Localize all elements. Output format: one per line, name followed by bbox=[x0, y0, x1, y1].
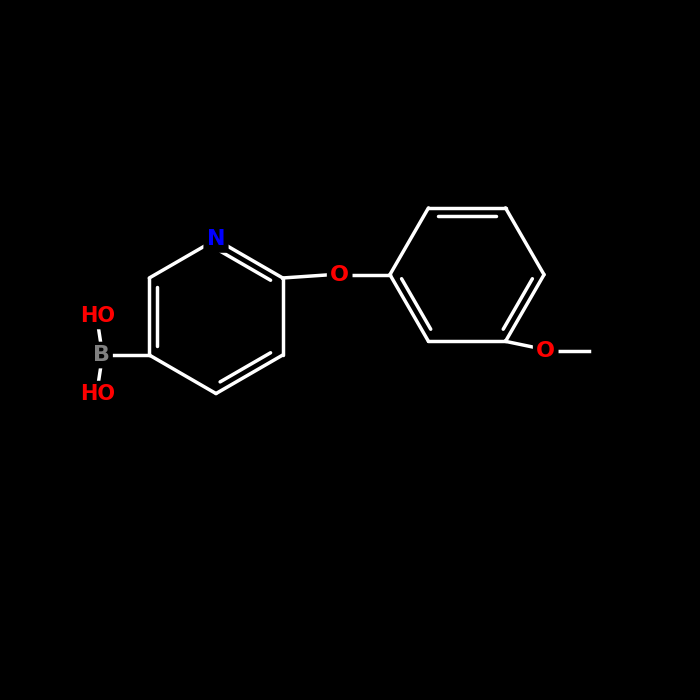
Text: O: O bbox=[330, 265, 349, 285]
Text: B: B bbox=[92, 345, 109, 365]
Text: N: N bbox=[206, 230, 225, 249]
Text: HO: HO bbox=[80, 306, 116, 326]
Text: O: O bbox=[536, 342, 555, 361]
Text: HO: HO bbox=[80, 384, 116, 404]
